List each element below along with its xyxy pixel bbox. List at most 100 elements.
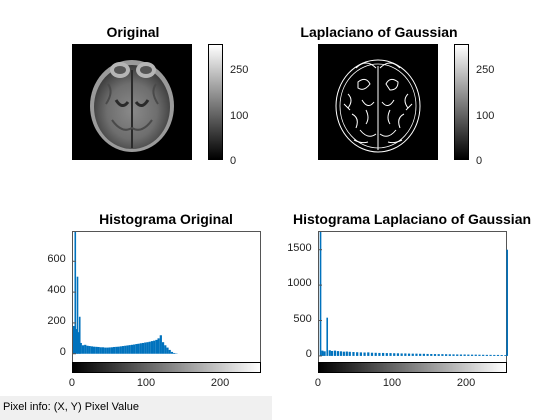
histogram-spike (506, 249, 508, 356)
histogram-bar (330, 350, 334, 356)
log-image[interactable] (318, 44, 438, 160)
original-colorbar-tick-100: 100 (230, 110, 249, 122)
histogram-bar (378, 352, 381, 356)
histogram-bar (374, 352, 377, 356)
original-colorbar-tick-0: 0 (230, 155, 237, 167)
histogram-bar (81, 345, 85, 354)
histogram-bar (389, 353, 392, 356)
histogram-bar (139, 343, 142, 354)
hist-original-axes[interactable] (72, 231, 261, 373)
histogram-bar (121, 346, 125, 354)
histogram-bar (485, 354, 488, 356)
histogram-bar (90, 346, 94, 354)
y-tick-label: 200 (47, 314, 66, 327)
hist-log-intensity-bar (318, 362, 507, 373)
histogram-bar (393, 353, 396, 356)
histogram-bar (124, 345, 127, 354)
log-colorbar-tick-0: 0 (476, 155, 483, 167)
histogram-bar (352, 352, 355, 356)
histogram-bar (137, 343, 140, 354)
histogram-bar (119, 346, 122, 354)
histogram-bar (496, 354, 500, 356)
histogram-bar (419, 353, 422, 356)
histogram-bar (73, 326, 76, 354)
histogram-bar (422, 353, 425, 356)
histogram-bar (407, 353, 411, 356)
histogram-bar (328, 350, 331, 356)
y-tick-label: 1000 (287, 277, 312, 290)
histogram-bar (441, 354, 444, 356)
histogram-bar (359, 352, 362, 356)
histogram-bar (95, 346, 98, 354)
histogram-bar (370, 352, 374, 356)
histogram-bar (146, 342, 149, 354)
histogram-bar (110, 347, 114, 354)
histogram-bar (117, 346, 120, 354)
hist-original-title: Histograma Original (99, 211, 233, 227)
y-tick-label: 0 (305, 347, 312, 360)
histogram-bar (164, 345, 167, 354)
histogram-bar (363, 352, 366, 356)
histogram-spike (76, 276, 79, 354)
histogram-bar (170, 351, 174, 354)
histogram-bar (339, 351, 342, 356)
histogram-spike (326, 317, 329, 356)
histogram-bar (426, 353, 429, 356)
histogram-bar (404, 353, 407, 356)
histogram-bar (153, 340, 156, 354)
histogram-bar (115, 346, 118, 354)
hist-original-plot (73, 232, 178, 355)
hist-log-title: Histograma Laplaciano of Gaussian (292, 211, 532, 227)
histogram-bar (157, 338, 160, 354)
histogram-bar (367, 352, 370, 356)
histogram-bar (75, 329, 78, 354)
log-edge-image (335, 59, 421, 153)
histogram-bar (452, 354, 455, 356)
brain-mri-image (90, 60, 174, 152)
histogram-bar (150, 341, 154, 354)
histogram-bar (321, 350, 324, 356)
histogram-bar (463, 354, 466, 356)
histogram-bar (493, 354, 496, 356)
histogram-bar (345, 351, 348, 356)
histogram-bar (430, 354, 433, 356)
histogram-bar (113, 346, 116, 354)
y-tick-label: 600 (47, 253, 66, 266)
log-title: Laplaciano of Gaussian (300, 24, 458, 40)
histogram-bar (400, 353, 403, 356)
histogram-bar (166, 347, 169, 354)
histogram-bar (161, 342, 165, 354)
log-colorbar (454, 44, 469, 160)
histogram-bar (385, 353, 388, 356)
histogram-bar (482, 354, 485, 356)
histogram-bar (467, 354, 470, 356)
y-tick-label: 0 (59, 345, 66, 358)
histogram-spike (74, 232, 77, 354)
histogram-bar (356, 352, 359, 356)
histogram-bar (474, 354, 477, 356)
histogram-bar (104, 347, 107, 354)
y-tick-label: 1500 (287, 241, 312, 254)
pixel-info-text: Pixel info: (X, Y) Pixel Value (3, 401, 139, 413)
log-colorbar-tick-100: 100 (476, 110, 495, 122)
histogram-bar (459, 354, 463, 356)
y-tick-label: 400 (47, 284, 66, 297)
x-tick-label: 0 (314, 377, 322, 389)
histogram-bar (342, 351, 345, 356)
original-colorbar (208, 44, 223, 160)
y-tick-label: 500 (293, 312, 312, 325)
histogram-bar (382, 352, 385, 356)
histogram-bar (84, 344, 87, 354)
histogram-bar (133, 344, 136, 354)
histogram-bar (415, 353, 418, 356)
original-image[interactable] (72, 44, 192, 160)
histogram-bar (504, 355, 507, 356)
original-title: Original (106, 24, 160, 40)
histogram-bar (173, 352, 176, 354)
histogram-bar (433, 354, 437, 356)
hist-log-axes[interactable] (318, 231, 508, 373)
x-tick-label: 0 (68, 377, 76, 389)
original-colorbar-tick-250: 250 (230, 64, 249, 76)
histogram-bar (500, 354, 503, 356)
histogram-bar (168, 349, 171, 354)
